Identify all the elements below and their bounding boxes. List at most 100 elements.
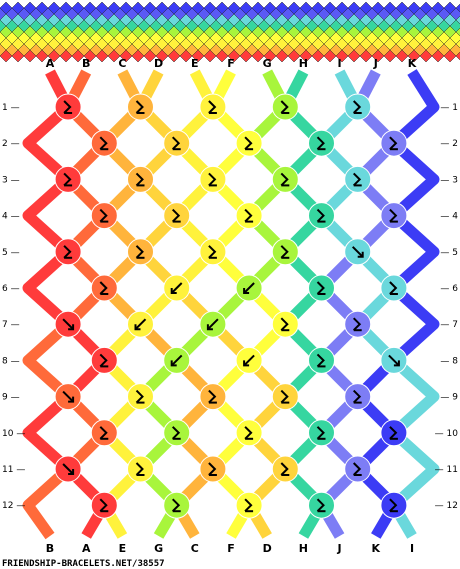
knot-arrow-icon <box>389 136 398 150</box>
strand-label-top: C <box>118 57 126 70</box>
knot-arrow-icon <box>389 208 398 223</box>
strand-label-top: H <box>299 57 308 70</box>
knot-arrow-icon <box>63 245 72 259</box>
knot <box>127 310 154 338</box>
strand-label-bottom: K <box>372 542 381 555</box>
knot <box>54 165 82 193</box>
knot <box>380 491 408 519</box>
knot <box>235 274 263 302</box>
row-label-right: — 11 <box>435 465 458 475</box>
knot <box>90 346 118 374</box>
knot <box>199 310 227 338</box>
knot-arrow-icon <box>135 172 144 187</box>
knot <box>127 455 154 483</box>
knot-arrow-icon <box>63 100 72 114</box>
knot <box>163 346 191 374</box>
knot-arrow-icon <box>134 318 147 330</box>
row-label-left: 4 — <box>2 212 20 222</box>
knot <box>163 491 191 519</box>
knot <box>271 310 299 338</box>
knot <box>380 274 408 302</box>
knot <box>127 383 154 411</box>
strand-label-bottom: A <box>82 542 91 555</box>
row-label-right: — 2 <box>440 139 458 149</box>
row-label-right: — 7 <box>440 320 458 330</box>
knot <box>127 165 154 193</box>
knot-arrow-icon <box>208 172 217 187</box>
strand-label-bottom: C <box>191 542 199 555</box>
knot-arrow-icon <box>316 281 325 295</box>
knot-grid <box>54 93 408 519</box>
strand-label-top: J <box>373 57 378 70</box>
knot-arrow-icon <box>280 317 289 331</box>
knot <box>199 93 227 121</box>
strand-label-top: K <box>408 57 417 70</box>
strand-label-bottom: F <box>227 542 235 555</box>
knot <box>127 93 154 121</box>
knot <box>308 274 335 302</box>
knot <box>127 238 154 266</box>
knot <box>90 274 118 302</box>
knot <box>344 165 372 193</box>
knot-arrow-icon <box>135 100 144 114</box>
strand-label-top: B <box>82 57 90 70</box>
strand-label-top: A <box>46 57 55 70</box>
knot-arrow-icon <box>388 354 400 367</box>
knot-arrow-icon <box>280 389 289 404</box>
knot <box>308 202 335 230</box>
knot-arrow-icon <box>316 353 325 368</box>
knot <box>308 491 335 519</box>
knot <box>199 238 227 266</box>
knot-arrow-icon <box>243 354 255 367</box>
knot-arrow-icon <box>243 282 255 294</box>
strand-label-bottom: J <box>337 542 342 555</box>
knot-arrow-icon <box>244 208 253 223</box>
knot-arrow-icon <box>171 498 181 512</box>
knot-arrow-icon <box>135 245 144 259</box>
knot-arrow-icon <box>99 498 108 512</box>
knot-arrow-icon <box>208 100 217 114</box>
knot <box>271 165 299 193</box>
knot-arrow-icon <box>352 462 362 476</box>
strand-label-top: D <box>154 57 163 70</box>
knot-arrow-icon <box>99 426 108 440</box>
knot-arrow-icon <box>171 208 181 223</box>
knot-arrow-icon <box>389 281 398 295</box>
knot <box>235 491 263 519</box>
knot <box>380 346 408 374</box>
row-label-left: 10 — <box>2 429 25 439</box>
knot-arrow-icon <box>99 136 108 150</box>
knot <box>163 129 191 157</box>
knot <box>380 419 408 447</box>
knot-arrow-icon <box>280 245 289 259</box>
knot <box>54 383 82 411</box>
knot <box>271 238 299 266</box>
knot-arrow-icon <box>351 246 364 258</box>
knot-arrow-icon <box>171 136 181 150</box>
strand-label-top: E <box>191 57 199 70</box>
bracelet-preview <box>0 1 460 63</box>
knot <box>90 129 118 157</box>
knot <box>199 455 227 483</box>
strand-paths <box>22 69 440 540</box>
knot-arrow-icon <box>208 389 217 404</box>
knot-arrow-icon <box>316 498 325 512</box>
knot <box>308 129 335 157</box>
knot-arrow-icon <box>389 498 398 512</box>
knot <box>308 419 335 447</box>
strand-label-top: F <box>227 57 235 70</box>
knot <box>271 93 299 121</box>
knot-arrow-icon <box>352 389 362 404</box>
row-label-left: 1 — <box>2 103 20 113</box>
row-label-right: — 12 <box>435 501 458 511</box>
knot-arrow-icon <box>207 318 219 330</box>
knot-arrow-icon <box>135 462 144 476</box>
knot-arrow-icon <box>62 463 74 475</box>
knot-arrow-icon <box>208 245 217 259</box>
labels: A A B B C C D D E E F F G G H H I I J J K K 1 — — 1 2 — — 2 3 — — 3… <box>2 57 458 555</box>
strand-label-top: I <box>338 57 342 70</box>
preview-knot <box>455 3 460 13</box>
knot-arrow-icon <box>280 100 289 114</box>
knot <box>163 274 191 302</box>
